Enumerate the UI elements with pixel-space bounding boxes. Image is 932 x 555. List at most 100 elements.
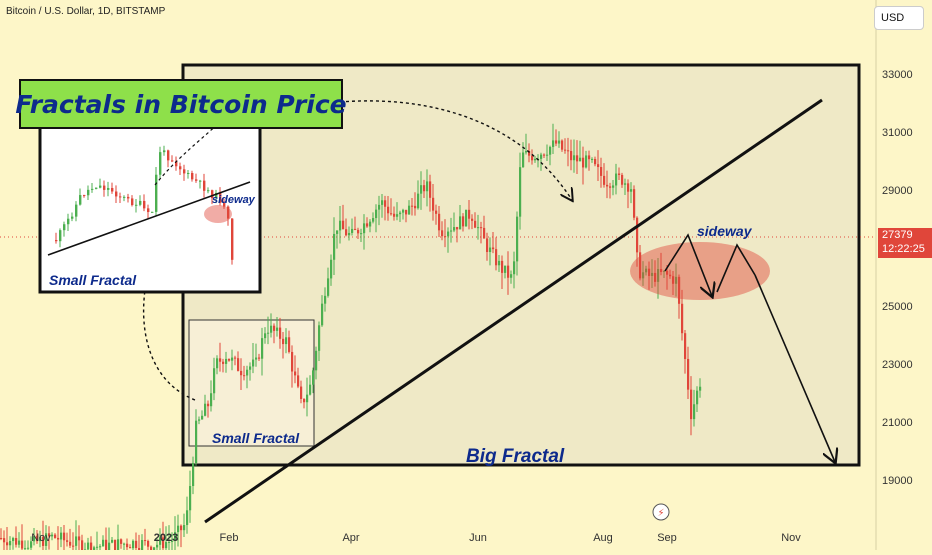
candle-body (168, 541, 171, 543)
candle-body (45, 533, 48, 546)
candle-body (336, 230, 339, 234)
candle-body (693, 404, 696, 420)
candle-body (666, 270, 669, 275)
candle-body (612, 185, 615, 188)
candle-body (510, 274, 513, 278)
candle-body (120, 539, 123, 544)
candle-body (672, 276, 675, 284)
candle-body (570, 151, 573, 161)
candle-body (36, 535, 39, 542)
x-tick-label: Apr (342, 532, 359, 544)
inset-candle-body (123, 196, 126, 198)
breakdown-arrow (754, 274, 835, 462)
candle-body (411, 205, 414, 207)
inset-candle-body (55, 240, 58, 242)
inset-candle-body (147, 208, 150, 213)
inset-candle-body (203, 180, 206, 191)
candle-body (471, 218, 474, 221)
candle-body (594, 158, 597, 165)
candle-body (147, 540, 150, 547)
candle-body (306, 394, 309, 403)
candle-body (174, 532, 177, 541)
candle-body (153, 547, 156, 552)
candle-body (78, 536, 81, 541)
candle-body (534, 158, 537, 161)
candle-body (423, 185, 426, 192)
candle-body (636, 217, 639, 253)
candle-body (27, 547, 30, 549)
candle-body (345, 229, 348, 236)
candle-body (600, 167, 603, 176)
candle-body (426, 181, 429, 192)
candle-body (48, 533, 51, 537)
candle-body (648, 268, 651, 276)
candle-body (210, 393, 213, 407)
inset-candle-body (219, 192, 222, 203)
inset-candle-body (111, 187, 114, 192)
candle-body (609, 186, 612, 188)
candle-body (456, 227, 459, 230)
small-fractal-label: Small Fractal (212, 430, 300, 446)
candle-body (87, 542, 90, 550)
x-tick-label: 2023 (154, 532, 178, 544)
candle-body (363, 223, 366, 234)
inset-sideway-label: sideway (212, 194, 256, 206)
inset-candle-body (199, 180, 202, 182)
candle-body (123, 543, 126, 545)
candle-body (624, 183, 627, 185)
candle-body (90, 542, 93, 554)
candle-body (618, 173, 621, 175)
candle-body (198, 419, 201, 421)
candle-body (504, 265, 507, 273)
y-tick-label: 25000 (882, 301, 913, 313)
last-price-value: 27379 (882, 229, 913, 241)
candle-body (282, 338, 285, 345)
event-icon (652, 503, 670, 521)
candle-body (3, 538, 6, 543)
candle-body (513, 261, 516, 275)
candle-body (543, 154, 546, 156)
inset-small-fractal-label: Small Fractal (49, 272, 137, 288)
candle-body (567, 150, 570, 152)
currency-button[interactable]: USD (874, 6, 924, 30)
x-tick-label: Nov (31, 532, 51, 544)
candle-body (669, 274, 672, 277)
inset-candle-body (151, 211, 154, 213)
candle-body (96, 546, 99, 548)
candle-body (390, 213, 393, 215)
candle-body (228, 358, 231, 361)
inset-candle-body (207, 190, 210, 192)
candle-body (234, 357, 237, 359)
candle-body (42, 536, 45, 546)
candle-body (165, 542, 168, 549)
candle-body (522, 152, 525, 168)
inset-candle-body (159, 152, 162, 175)
candle-body (213, 368, 216, 394)
candle-body (126, 543, 129, 548)
candle-body (477, 227, 480, 229)
candle-body (507, 265, 510, 278)
inset-candle-body (115, 191, 118, 197)
candle-body (462, 216, 465, 227)
candle-body (39, 536, 42, 542)
candle-body (414, 205, 417, 209)
y-tick-label: 29000 (882, 185, 913, 197)
inset-candle-body (215, 192, 218, 199)
candle-body (135, 540, 138, 549)
x-tick-label: Jun (469, 532, 487, 544)
candle-body (18, 540, 21, 545)
candle-body (297, 375, 300, 387)
candle-body (417, 193, 420, 209)
inset-candle-body (191, 172, 194, 180)
title-text: Fractals in Bitcoin Price (15, 90, 346, 119)
candle-body (384, 200, 387, 207)
candle-body (528, 151, 531, 156)
candle-body (681, 303, 684, 334)
x-tick-label: Aug (593, 532, 613, 544)
inset-candle-body (143, 200, 146, 209)
candle-body (132, 540, 135, 549)
candle-body (597, 164, 600, 168)
candle-body (99, 546, 102, 548)
